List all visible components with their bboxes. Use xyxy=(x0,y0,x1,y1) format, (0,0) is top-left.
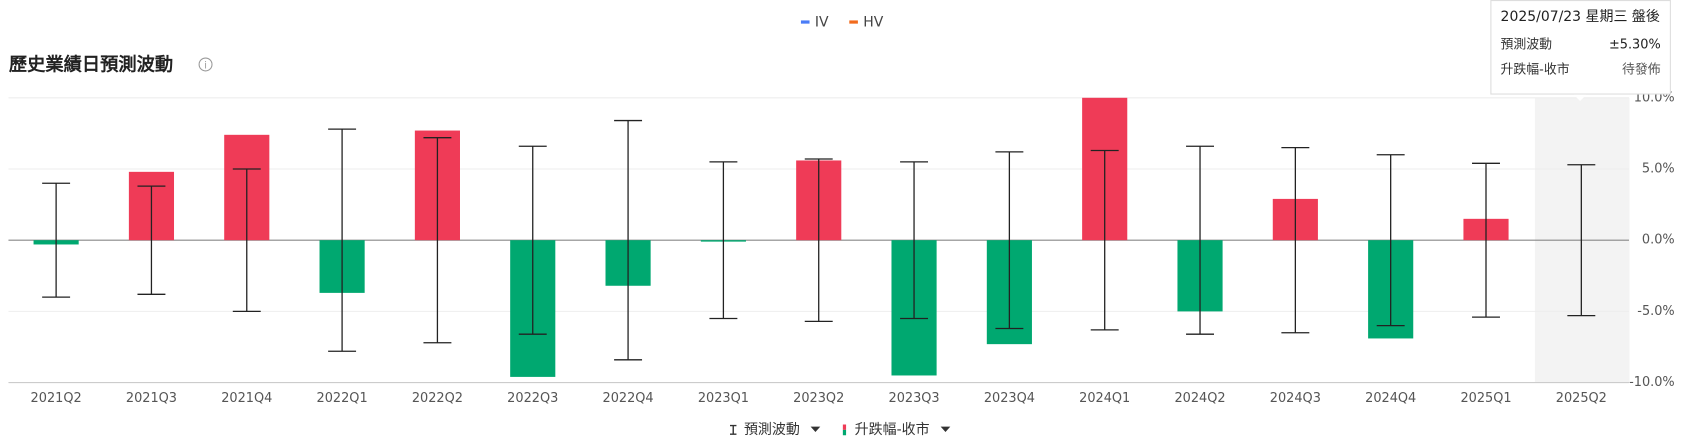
legend-label: IV xyxy=(815,15,829,31)
error-bar xyxy=(804,158,833,323)
x-tick-label: 2025Q2 xyxy=(1556,391,1607,406)
error-bar xyxy=(1090,149,1119,331)
tooltip: 2025/07/23 星期三 盤後 預測波動 ±5.30% 升跌幅-收市 待發佈 xyxy=(1490,0,1671,102)
tooltip-value: 待發佈 xyxy=(1622,62,1661,77)
y-tick-label: 5.0% xyxy=(1642,161,1675,176)
error-bar xyxy=(900,161,929,320)
x-tick-label: 2023Q2 xyxy=(793,391,844,406)
y-tick-label: -10.0% xyxy=(1629,375,1675,390)
error-bar xyxy=(423,137,452,344)
x-tick-label: 2023Q4 xyxy=(984,391,1035,406)
x-tick-label: 2022Q2 xyxy=(412,391,463,406)
y-tick-label: -5.0% xyxy=(1637,304,1674,319)
tooltip-value: ±5.30% xyxy=(1609,38,1661,53)
legend-swatch xyxy=(800,20,810,24)
error-bar xyxy=(1186,145,1214,335)
error-bar xyxy=(518,145,547,335)
tooltip-title: 2025/07/23 星期三 盤後 xyxy=(1501,9,1660,25)
legend-swatch xyxy=(849,20,858,24)
bottom-legend: 預測波動 升跌幅-收市 xyxy=(730,421,951,438)
error-bar xyxy=(709,161,738,320)
x-tick-label: 2024Q4 xyxy=(1365,391,1416,406)
error-bar xyxy=(137,185,166,295)
error-bar xyxy=(1567,164,1596,317)
tooltip-pointer xyxy=(1573,94,1587,102)
chart-title: 歷史業績日預測波動 xyxy=(9,54,173,76)
error-bar xyxy=(614,119,643,361)
error-bar xyxy=(328,128,357,352)
error-bar xyxy=(995,151,1024,330)
error-bar xyxy=(1281,146,1310,334)
x-tick-label: 2021Q4 xyxy=(221,391,272,406)
x-tick-label: 2021Q2 xyxy=(31,391,82,406)
error-bar xyxy=(1376,154,1405,327)
error-bar xyxy=(42,182,71,298)
x-tick-label: 2024Q2 xyxy=(1174,391,1225,406)
x-tick-label: 2024Q1 xyxy=(1079,391,1130,406)
legend-label[interactable]: 預測波動 xyxy=(744,422,800,438)
tooltip-box xyxy=(1490,0,1671,95)
info-icon-glyph: i xyxy=(204,61,207,72)
x-tick-label: 2023Q3 xyxy=(889,391,940,406)
legend-up-icon xyxy=(842,424,847,430)
legend-down-icon xyxy=(842,429,847,436)
error-bar xyxy=(232,168,261,313)
tooltip-key: 升跌幅-收市 xyxy=(1501,61,1570,77)
x-tick-label: 2022Q4 xyxy=(603,391,654,406)
legend-errorbar-icon xyxy=(730,424,737,435)
dropdown-arrow[interactable] xyxy=(810,426,821,433)
y-tick-label: 0.0% xyxy=(1642,233,1675,248)
x-tick-label: 2022Q3 xyxy=(507,391,558,406)
x-tick-label: 2021Q3 xyxy=(126,391,177,406)
info-icon[interactable] xyxy=(198,57,213,72)
dropdown-arrow[interactable] xyxy=(940,426,951,433)
error-bar xyxy=(1472,162,1500,318)
legend-label: HV xyxy=(863,15,884,31)
legend-label[interactable]: 升跌幅-收市 xyxy=(855,421,930,438)
x-tick-label: 2022Q1 xyxy=(317,391,368,406)
x-tick-label: 2024Q3 xyxy=(1270,391,1321,406)
x-tick-label: 2025Q1 xyxy=(1460,391,1511,406)
x-tick-label: 2023Q1 xyxy=(698,391,749,406)
tooltip-key: 預測波動 xyxy=(1501,38,1553,53)
